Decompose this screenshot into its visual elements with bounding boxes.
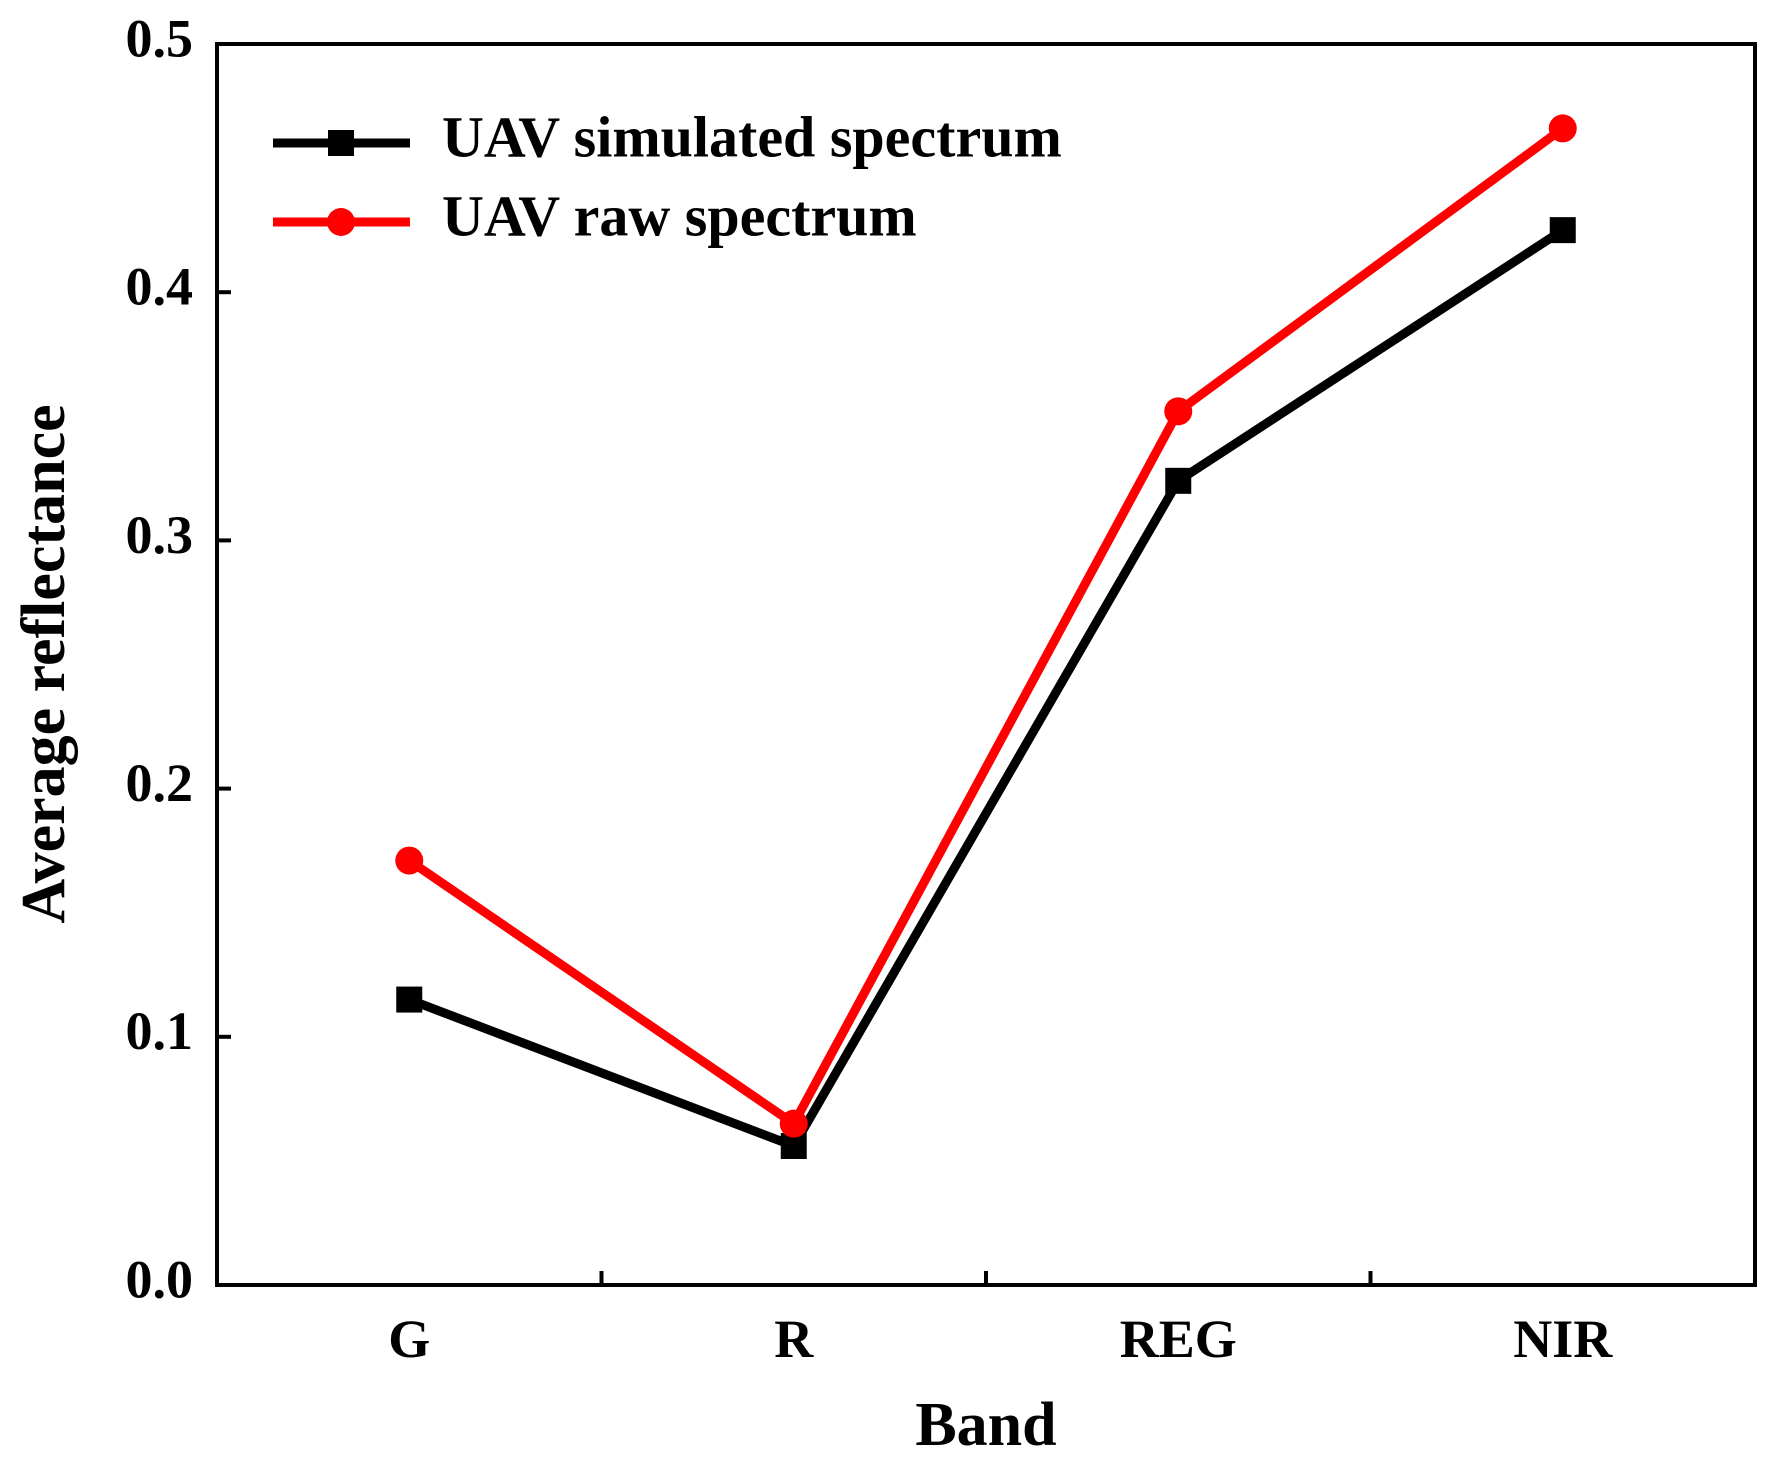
y-tick-label: 0.2 xyxy=(126,753,194,813)
data-point-1-g xyxy=(396,986,423,1013)
legend-label-2: UAV raw spectrum xyxy=(442,183,917,248)
x-axis-title: Band xyxy=(915,1391,1056,1459)
data-point-1-nir xyxy=(1549,217,1576,244)
data-point-1-reg xyxy=(1165,467,1192,494)
y-axis-title: Average reflectance xyxy=(10,404,78,923)
y-axis-ticks: 0.0 0.1 0.2 0.3 0.4 0.5 xyxy=(126,8,231,1309)
x-tick-label-r: R xyxy=(774,1309,814,1369)
series-markers xyxy=(395,114,1577,1160)
y-tick-label: 0.1 xyxy=(126,1001,194,1061)
legend: UAV simulated spectrum UAV raw spectrum xyxy=(273,104,1062,248)
x-tick-label-reg: REG xyxy=(1120,1309,1237,1369)
y-tick-label: 0.5 xyxy=(126,8,194,68)
y-tick-label: 0.4 xyxy=(126,257,194,317)
series-line-1 xyxy=(407,226,1566,1151)
legend-marker-circle xyxy=(327,208,355,236)
x-axis-ticks: G R REG NIR xyxy=(388,1271,1613,1369)
x-tick-label-nir: NIR xyxy=(1513,1309,1613,1369)
y-tick-label: 0.0 xyxy=(126,1249,194,1309)
series-line-2 xyxy=(406,124,1566,1129)
data-point-2-reg xyxy=(1164,397,1193,426)
legend-label-1: UAV simulated spectrum xyxy=(442,104,1062,169)
data-point-2-nir xyxy=(1548,114,1577,143)
data-point-2-g xyxy=(395,846,424,875)
y-tick-label: 0.3 xyxy=(126,505,194,565)
legend-marker-square xyxy=(328,130,354,156)
series-lines xyxy=(406,124,1566,1151)
data-point-2-r xyxy=(779,1109,808,1138)
x-tick-label-g: G xyxy=(388,1309,430,1369)
